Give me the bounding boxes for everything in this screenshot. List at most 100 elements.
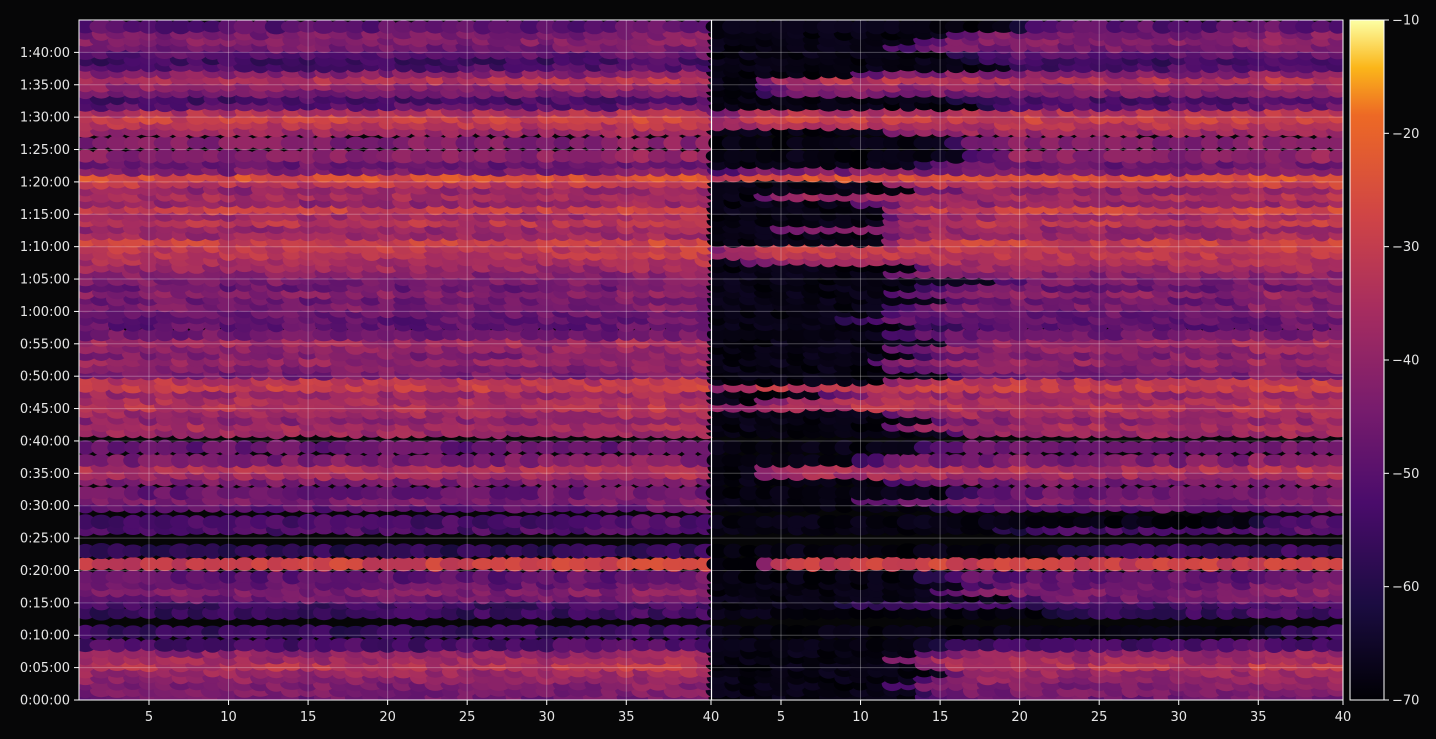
heatmap-cell [1168,625,1190,639]
heatmap-cell [233,624,256,640]
heatmap-cell [739,625,760,639]
heatmap-cell [441,638,462,652]
heatmap-cell [312,624,336,640]
heatmap-cell [201,625,225,639]
heatmap-cell [1057,440,1077,455]
heatmap-cell [912,637,936,653]
heatmap-cell [756,605,775,620]
heatmap-cell [139,638,159,652]
heatmap-cell [600,637,620,653]
heatmap-cell [753,637,777,653]
heatmap-cell [913,626,936,638]
heatmap-cell [265,624,287,640]
heatmap-cell [345,606,367,619]
heatmap-cell [391,624,416,640]
heatmap-cell [551,606,574,619]
heatmap-cell [519,638,542,652]
heatmap-cell [930,606,950,619]
heatmap-cell [769,638,793,652]
heatmap-cell [678,606,702,619]
heatmap-cell [632,638,652,652]
heatmap-cell [1201,625,1220,639]
heatmap-cell [1296,440,1316,455]
heatmap-cell [614,624,638,640]
heatmap-cell [139,624,159,640]
heatmap-cell [928,638,952,652]
heatmap-cell [882,638,903,652]
heatmap-cell [1295,625,1317,639]
heatmap-cell [1057,637,1078,653]
heatmap-cell [753,624,777,640]
heatmap-cell [314,637,334,653]
heatmap-cell [962,624,982,640]
heatmap-cell [818,624,840,640]
heatmap-cell [1230,625,1254,639]
heatmap-cell [1295,606,1317,619]
heatmap-cell [298,624,318,640]
heatmap-cell [848,625,873,639]
heatmap-cell [1312,625,1332,639]
heatmap-cell [409,625,430,639]
heatmap-cell [1104,625,1126,639]
heatmap-cell [329,638,351,652]
heatmap-cell [1137,625,1157,639]
heatmap-cell [568,637,589,653]
heatmap-cell [297,606,319,619]
heatmap-cell [993,637,1015,653]
heatmap-cell [865,637,888,653]
heatmap-cell [707,605,728,620]
heatmap-cell [1135,605,1159,620]
heatmap-cell [297,637,319,653]
heatmap-cell [1153,625,1172,639]
heatmap-cell [264,637,288,653]
heatmap-cell [170,625,191,639]
heatmap-cell [977,638,998,652]
heatmap-cell [138,606,160,619]
heatmap-cell [1200,638,1221,652]
heatmap-cell [801,625,825,639]
heatmap-cell [803,639,823,651]
heatmap-marks [79,20,1343,700]
heatmap-cell [489,605,509,620]
heatmap-cell [1217,452,1236,468]
heatmap-cell [1071,624,1096,640]
heatmap-cell [738,637,761,653]
heatmap-cell [631,624,653,640]
heatmap-cell [740,606,759,619]
heatmap-cell [600,624,621,640]
heatmap-cell [534,625,559,639]
heatmap-cell [473,605,493,620]
heatmap-cell [1009,605,1030,620]
heatmap-cell [249,625,272,639]
heatmap-cell [455,625,480,639]
heatmap-cell [1247,638,1270,652]
heatmap-cell [1264,637,1285,653]
heatmap-cell [251,557,270,571]
heatmap-cell [1041,605,1062,620]
heatmap-cell [360,624,384,640]
heatmap-cell [1182,625,1207,639]
heatmap-cell [1246,606,1271,619]
heatmap-cell [362,556,382,572]
heatmap-cell [1264,625,1284,639]
heatmap-cell [1090,637,1109,653]
heatmap-cell [489,439,509,455]
heatmap-cell [977,604,999,621]
heatmap-cell [897,638,920,652]
heatmap-cell [834,605,855,620]
heatmap-row-630-panel-2 [705,624,1343,640]
heatmap-cell [425,606,446,619]
heatmap-cell [1040,625,1063,639]
heatmap-cell [1216,637,1237,653]
heatmap-cell [848,605,873,620]
heatmap-cell [329,625,351,639]
heatmap-cell [89,638,114,652]
heatmap-cell [185,625,208,639]
heatmap-cell [648,624,668,640]
heatmap-cell [1214,625,1239,639]
heatmap-cell [898,624,919,640]
heatmap-cell [1120,624,1142,640]
heatmap-cell [897,605,919,620]
heatmap-cell [1104,638,1126,652]
heatmap-cell [993,624,1015,640]
